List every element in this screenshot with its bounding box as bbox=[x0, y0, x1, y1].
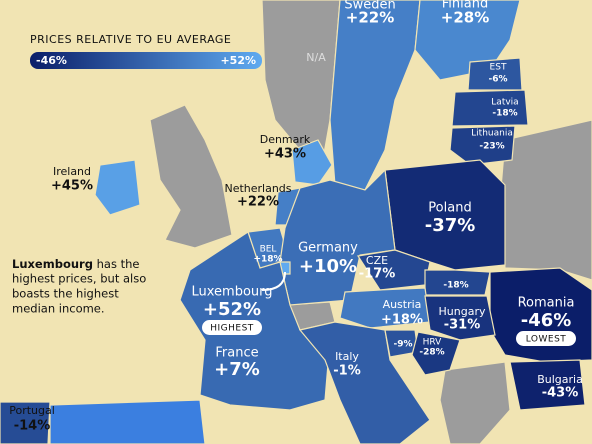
country-value: -18% bbox=[492, 109, 517, 119]
country-name: Poland bbox=[428, 201, 471, 216]
country-value: -9% bbox=[393, 340, 412, 350]
country-name: Austria bbox=[383, 298, 422, 311]
country-value: +7% bbox=[214, 359, 260, 380]
legend-title: PRICES RELATIVE TO EU AVERAGE bbox=[30, 33, 231, 46]
country-name: France bbox=[215, 346, 258, 361]
country-name: Sweden bbox=[344, 0, 395, 13]
country-name: Netherlands bbox=[224, 182, 291, 195]
country-name: EST bbox=[490, 63, 507, 73]
annotation-line: has the bbox=[97, 257, 140, 271]
country-value: +22% bbox=[346, 9, 394, 27]
country-name: Portugal bbox=[9, 404, 55, 417]
country-value: +10% bbox=[299, 256, 357, 277]
legend-max: +52% bbox=[220, 54, 256, 67]
country-name: Finland bbox=[442, 0, 488, 12]
country-value: -46% bbox=[521, 310, 572, 331]
country bbox=[94, 159, 141, 216]
country-name: Bulgaria bbox=[537, 373, 583, 386]
badge bbox=[202, 320, 262, 335]
country-value: +52% bbox=[203, 299, 261, 320]
country-value: -18% bbox=[443, 281, 468, 291]
country-value: +22% bbox=[237, 195, 279, 210]
country-value: -1% bbox=[333, 364, 360, 379]
labels: Sweden+22%Finland+28%EST-6%Latvia-18%Lit… bbox=[9, 0, 583, 434]
country-value: -28% bbox=[419, 348, 444, 358]
balkans bbox=[439, 361, 511, 444]
country bbox=[279, 168, 396, 306]
annotation-bold: Luxembourg bbox=[12, 257, 93, 271]
country-name: Hungary bbox=[439, 305, 486, 318]
country-name: HRV bbox=[423, 338, 443, 348]
badge-text: HIGHEST bbox=[210, 324, 254, 334]
country-value: +28% bbox=[441, 9, 489, 27]
country-value: -43% bbox=[542, 386, 579, 401]
legend-min: -46% bbox=[36, 54, 67, 67]
badge bbox=[516, 331, 576, 346]
country bbox=[509, 359, 586, 411]
spain bbox=[49, 399, 206, 444]
country-value: -31% bbox=[444, 318, 481, 333]
country bbox=[411, 331, 461, 376]
country-name: BEL bbox=[260, 245, 277, 255]
annotation-line: highest prices, but also bbox=[12, 272, 146, 286]
annotation-line: median income. bbox=[12, 302, 105, 316]
country-value: +43% bbox=[264, 147, 306, 162]
uk bbox=[149, 104, 233, 249]
annotation: Luxembourg has the bbox=[12, 257, 139, 271]
country-name: Romania bbox=[518, 296, 575, 311]
country-name: CZE bbox=[366, 254, 388, 267]
country-value: -23% bbox=[479, 142, 504, 152]
country bbox=[451, 89, 529, 127]
annotation-line: boasts the highest bbox=[12, 287, 119, 301]
country-value: +18% bbox=[381, 313, 423, 328]
country-name: Italy bbox=[335, 350, 359, 363]
na-label: N/A bbox=[306, 51, 326, 64]
country-value: -37% bbox=[425, 215, 476, 236]
country-name: Ireland bbox=[53, 165, 91, 178]
country bbox=[298, 321, 431, 444]
country bbox=[449, 125, 516, 166]
country-value: -6% bbox=[488, 75, 507, 85]
country-name: Lithuania bbox=[471, 129, 513, 139]
country-name: Luxembourg bbox=[191, 285, 272, 300]
country bbox=[291, 139, 333, 186]
badge-text: LOWEST bbox=[526, 335, 567, 345]
country-value: +45% bbox=[51, 179, 93, 194]
country-name: Germany bbox=[298, 241, 358, 256]
country-value: -17% bbox=[359, 267, 396, 282]
country bbox=[0, 401, 51, 444]
country-value: -14% bbox=[14, 419, 51, 434]
country-name: Denmark bbox=[260, 133, 311, 146]
country-value: +18% bbox=[253, 255, 282, 265]
country-name: Latvia bbox=[491, 98, 518, 108]
country bbox=[424, 295, 496, 341]
arrow bbox=[261, 271, 286, 291]
legend-bar bbox=[30, 52, 262, 69]
